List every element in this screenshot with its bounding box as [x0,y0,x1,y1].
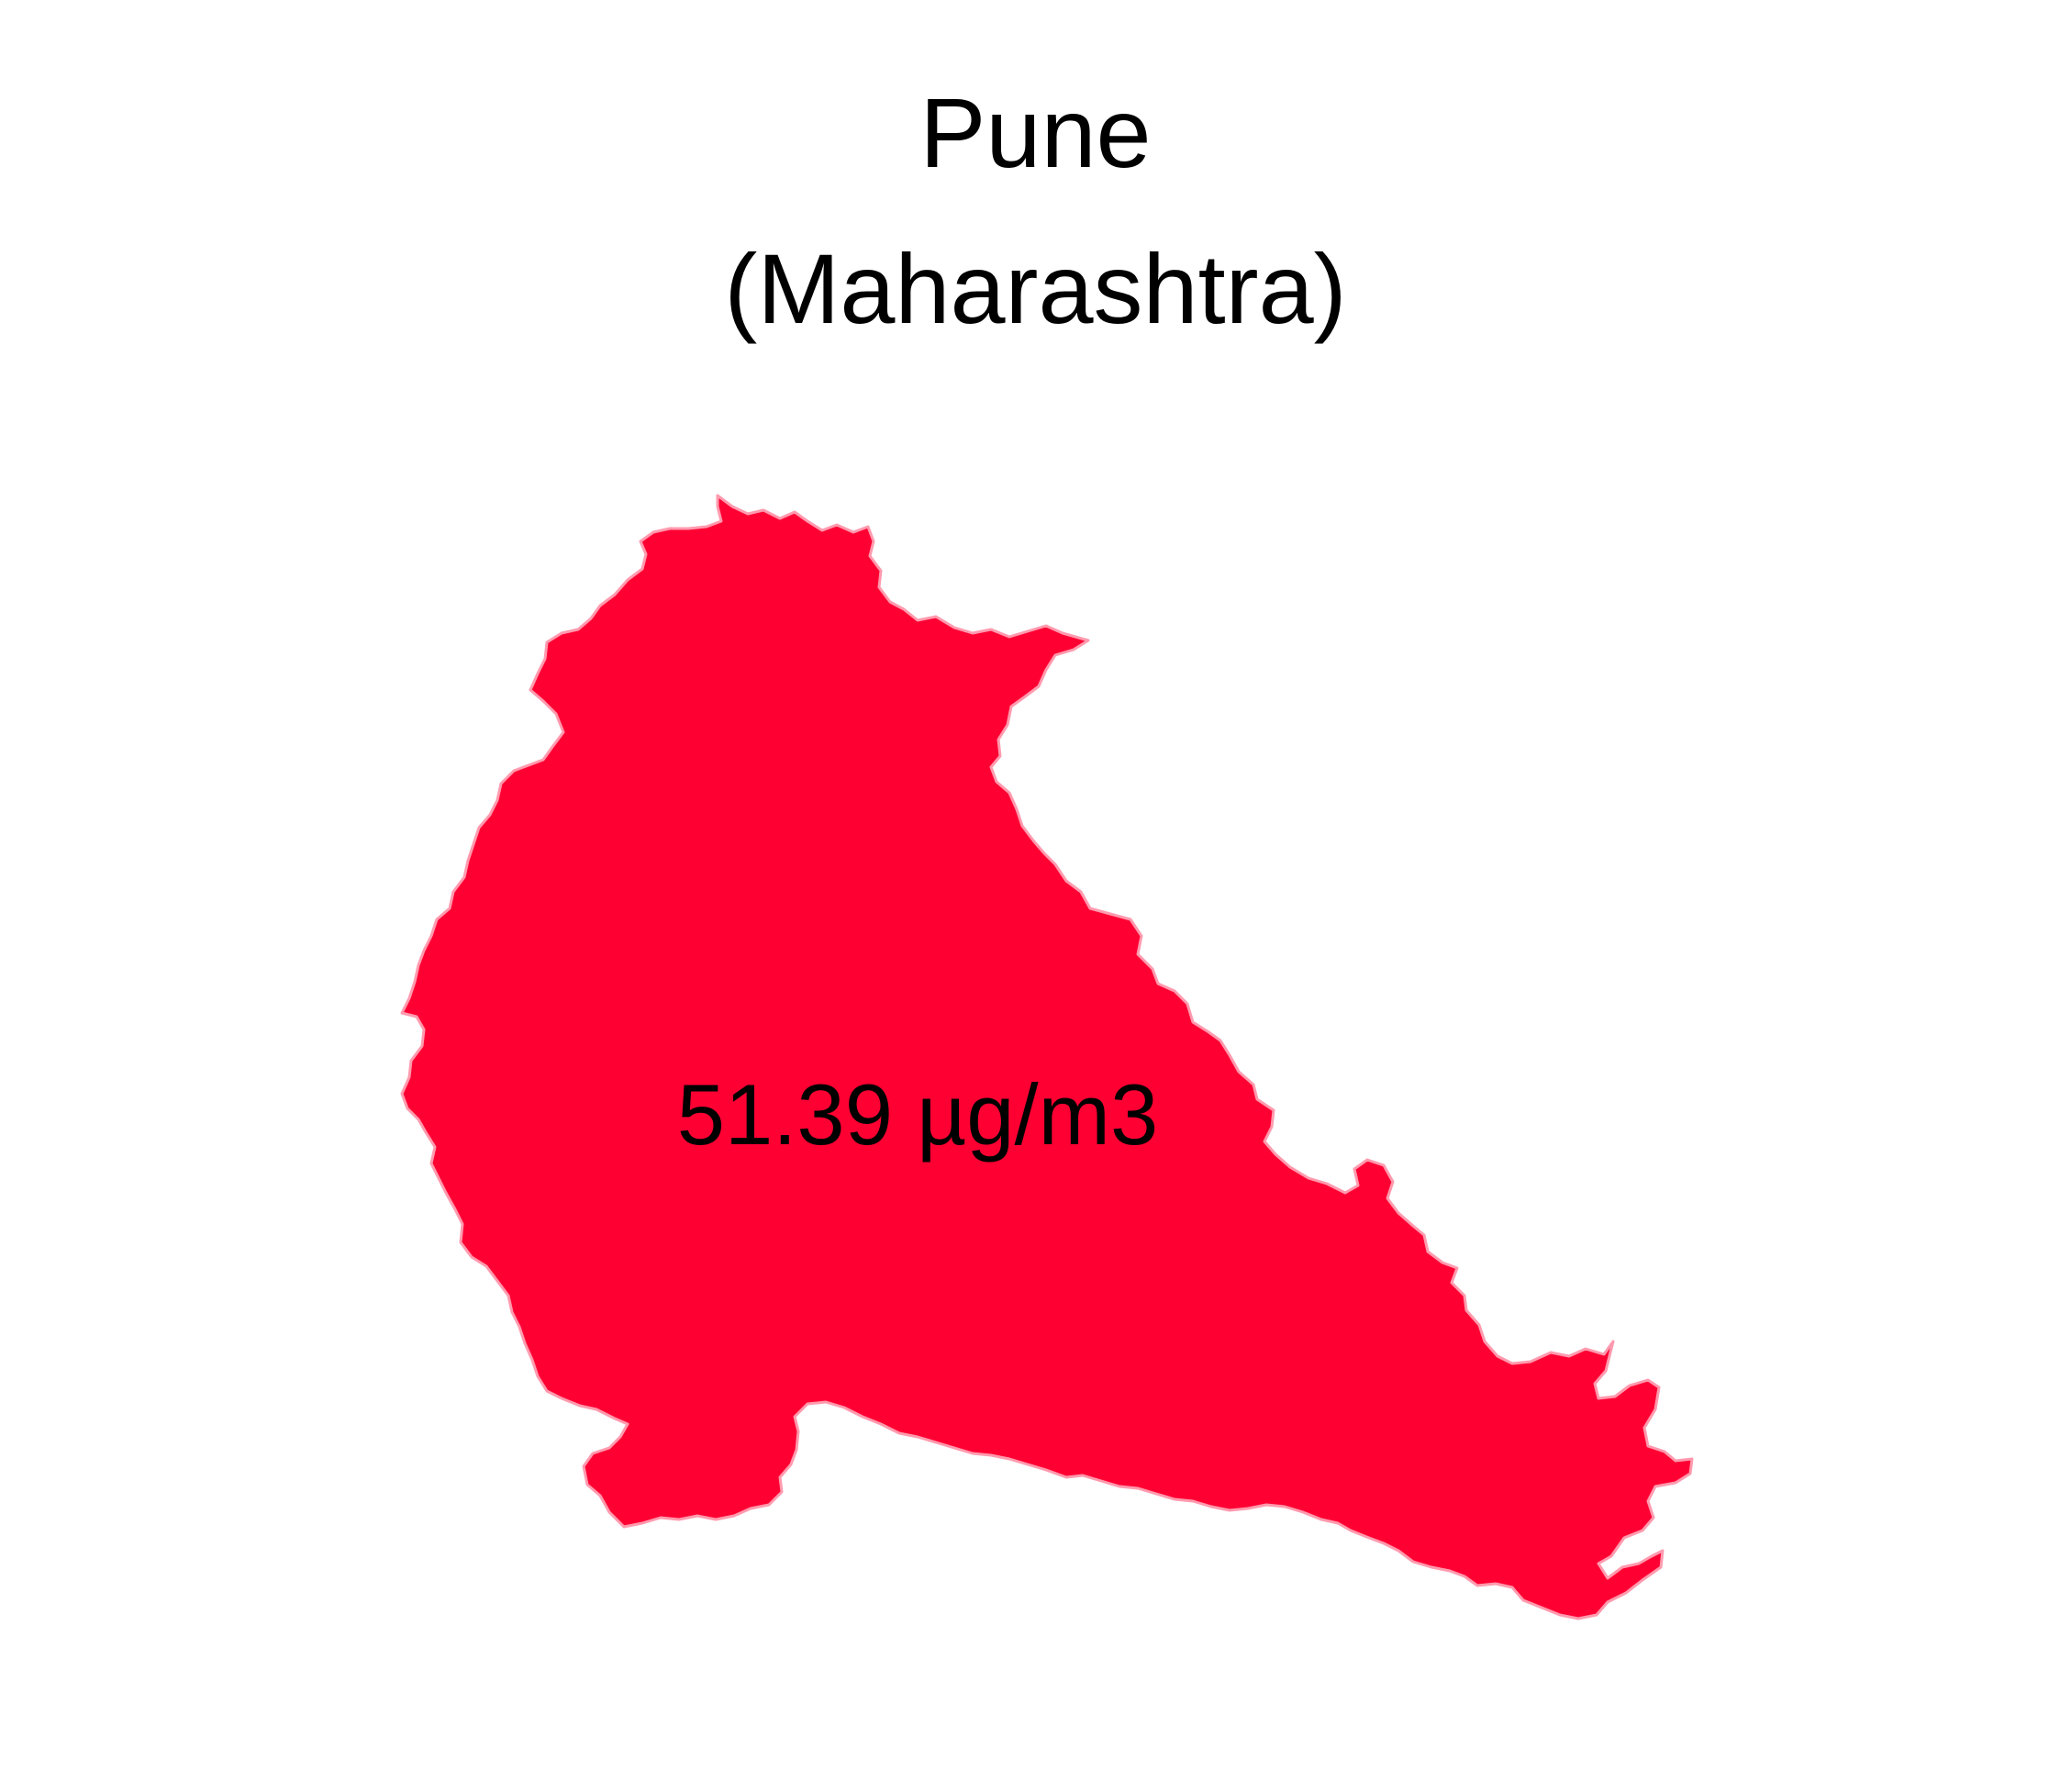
state-subtitle: (Maharashtra) [724,233,1347,344]
district-title: Pune [919,77,1152,188]
pollution-value-label: 51.39 µg/m3 [676,1066,1159,1163]
map-title: Pune (Maharashtra) [0,55,2071,367]
pune-district-shape [400,494,1694,1620]
